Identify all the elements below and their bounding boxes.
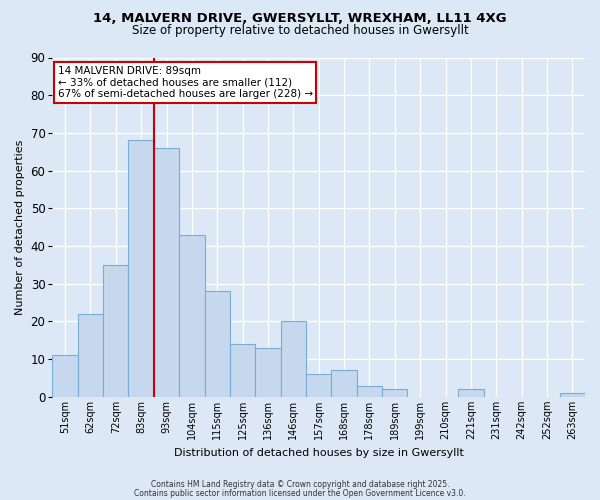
Text: Size of property relative to detached houses in Gwersyllt: Size of property relative to detached ho…: [131, 24, 469, 37]
Bar: [281, 322, 306, 397]
Text: 14 MALVERN DRIVE: 89sqm
← 33% of detached houses are smaller (112)
67% of semi-d: 14 MALVERN DRIVE: 89sqm ← 33% of detache…: [58, 66, 313, 99]
Bar: [458, 390, 484, 397]
Bar: [103, 265, 128, 397]
Bar: [331, 370, 357, 397]
Bar: [357, 386, 382, 397]
Bar: [382, 390, 407, 397]
Bar: [230, 344, 255, 397]
Bar: [255, 348, 281, 397]
Bar: [52, 356, 78, 397]
Bar: [78, 314, 103, 397]
Y-axis label: Number of detached properties: Number of detached properties: [15, 140, 25, 315]
X-axis label: Distribution of detached houses by size in Gwersyllt: Distribution of detached houses by size …: [174, 448, 464, 458]
Text: 14, MALVERN DRIVE, GWERSYLLT, WREXHAM, LL11 4XG: 14, MALVERN DRIVE, GWERSYLLT, WREXHAM, L…: [93, 12, 507, 26]
Bar: [179, 234, 205, 397]
Bar: [154, 148, 179, 397]
Bar: [128, 140, 154, 397]
Bar: [306, 374, 331, 397]
Bar: [205, 292, 230, 397]
Text: Contains public sector information licensed under the Open Government Licence v3: Contains public sector information licen…: [134, 488, 466, 498]
Text: Contains HM Land Registry data © Crown copyright and database right 2025.: Contains HM Land Registry data © Crown c…: [151, 480, 449, 489]
Bar: [560, 393, 585, 397]
